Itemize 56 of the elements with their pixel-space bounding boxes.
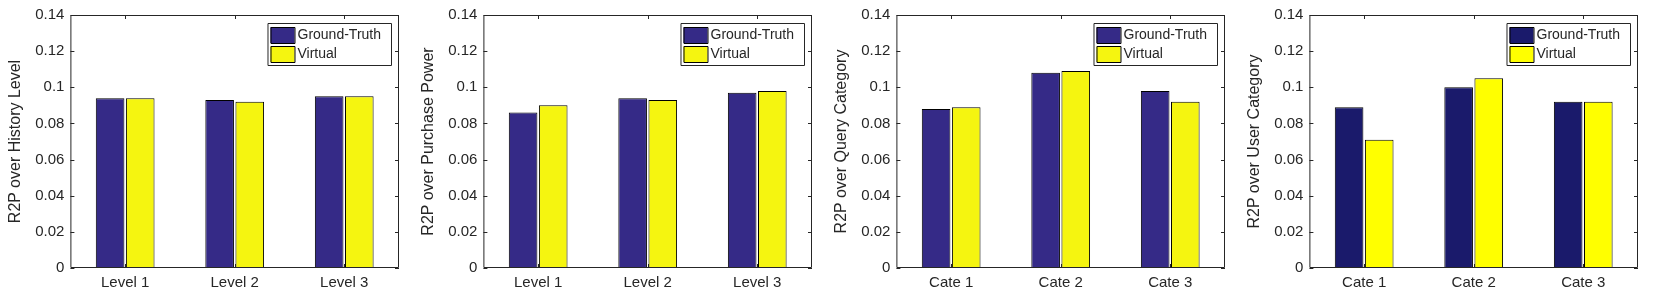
y-tick-label: 0.02 — [1274, 222, 1304, 239]
y-tick-label: 0.14 — [35, 5, 65, 23]
y-tick-label: 0.06 — [861, 149, 891, 167]
y-tick-label: 0.12 — [448, 41, 478, 59]
y-axis-title: R2P over History Level — [6, 59, 24, 224]
y-tick-label: 0.04 — [1274, 185, 1304, 203]
x-tick-label: Level 3 — [320, 273, 369, 291]
x-tick-label: Level 1 — [100, 273, 150, 291]
x-tick-label: Level 2 — [210, 273, 259, 291]
y-tick-label: 0.08 — [448, 113, 478, 131]
y-tick-label: 0.12 — [861, 41, 891, 59]
y-tick-label: 0.1 — [1282, 77, 1304, 95]
y-tick-label: 0.02 — [35, 222, 65, 239]
x-tick-label: Cate 2 — [1038, 273, 1083, 291]
y-tick-label: 0.1 — [456, 77, 478, 95]
y-tick-label: 0 — [469, 258, 478, 276]
x-tick-label: Cate 1 — [929, 273, 974, 291]
legend-label: Ground-Truth — [297, 26, 381, 43]
y-tick-label: 0.06 — [35, 149, 65, 167]
y-axis-title: R2P over User Category — [1245, 54, 1263, 229]
y-tick-label: 0.1 — [43, 77, 65, 95]
y-tick-label: 0.14 — [1274, 5, 1304, 23]
y-tick-label: 0.08 — [1274, 113, 1304, 131]
legend-label: Ground-Truth — [1536, 26, 1620, 43]
y-tick-label: 0 — [1295, 258, 1304, 276]
legend-label: Ground-Truth — [1123, 26, 1207, 43]
y-tick-label: 0.08 — [35, 113, 65, 131]
y-axis-title: R2P over Purchase Power — [419, 46, 437, 236]
y-tick-label: 0.08 — [861, 113, 891, 131]
y-axis-title: R2P over Query Category — [832, 49, 850, 234]
x-tick-label: Level 3 — [733, 273, 782, 291]
legend-label: Virtual — [1536, 45, 1576, 62]
x-tick-label: Level 1 — [513, 273, 563, 291]
y-tick-label: 0 — [56, 258, 65, 276]
y-tick-label: 0 — [882, 258, 891, 276]
legend-label: Virtual — [710, 45, 750, 62]
y-tick-label: 0.02 — [861, 222, 891, 239]
x-tick-label: Level 2 — [623, 273, 672, 291]
y-tick-label: 0.04 — [861, 185, 891, 203]
y-tick-label: 0.1 — [869, 77, 891, 95]
x-tick-label: Cate 3 — [1148, 273, 1193, 291]
y-tick-label: 0.02 — [448, 222, 478, 239]
legend-label: Virtual — [297, 45, 337, 62]
y-tick-label: 0.12 — [35, 41, 65, 59]
y-tick-label: 0.14 — [448, 5, 478, 23]
x-tick-label: Cate 3 — [1561, 273, 1606, 291]
y-tick-label: 0.04 — [35, 185, 65, 203]
y-tick-label: 0.12 — [1274, 41, 1304, 59]
y-tick-label: 0.06 — [1274, 149, 1304, 167]
y-tick-label: 0.06 — [448, 149, 478, 167]
legend-label: Ground-Truth — [710, 26, 794, 43]
x-tick-label: Cate 1 — [1342, 273, 1387, 291]
y-tick-label: 0.04 — [448, 185, 478, 203]
x-tick-label: Cate 2 — [1451, 273, 1496, 291]
y-tick-label: 0.14 — [861, 5, 891, 23]
legend-label: Virtual — [1123, 45, 1163, 62]
